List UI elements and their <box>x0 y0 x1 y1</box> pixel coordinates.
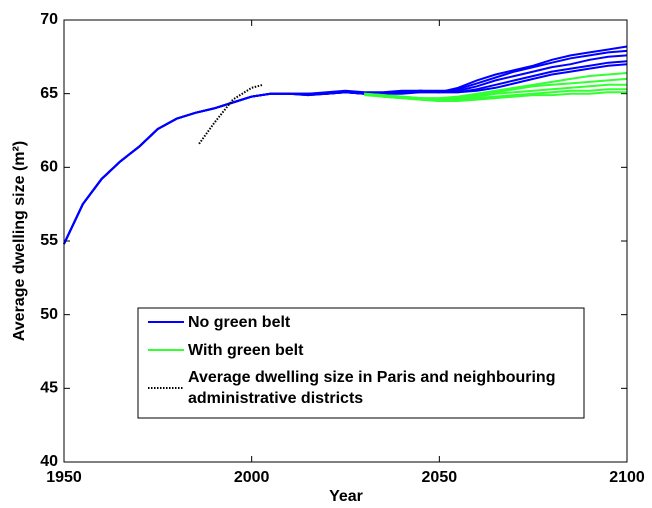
y-tick-label: 40 <box>40 453 58 470</box>
x-tick-label: 2100 <box>609 469 645 486</box>
x-tick-label: 1950 <box>46 469 82 486</box>
y-axis-label: Average dwelling size (m²) <box>11 141 28 341</box>
x-tick-label: 2000 <box>234 469 270 486</box>
series-line <box>364 91 627 102</box>
legend-label: Average dwelling size in Paris and neigh… <box>188 369 556 407</box>
x-tick-label: 2050 <box>422 469 458 486</box>
y-tick-label: 65 <box>40 85 58 102</box>
axes-box <box>63 19 628 463</box>
series-line <box>198 83 264 145</box>
y-tick-label: 55 <box>40 232 58 249</box>
legend-box <box>137 307 585 419</box>
y-tick-label: 70 <box>40 11 58 28</box>
y-tick-label: 45 <box>40 380 58 397</box>
legend-label: No green belt <box>188 313 291 331</box>
legend-label: With green belt <box>188 341 304 359</box>
y-tick-label: 50 <box>40 306 58 323</box>
x-axis-label: Year <box>329 488 363 505</box>
series-line <box>63 63 628 245</box>
y-tick-label: 60 <box>40 159 58 176</box>
